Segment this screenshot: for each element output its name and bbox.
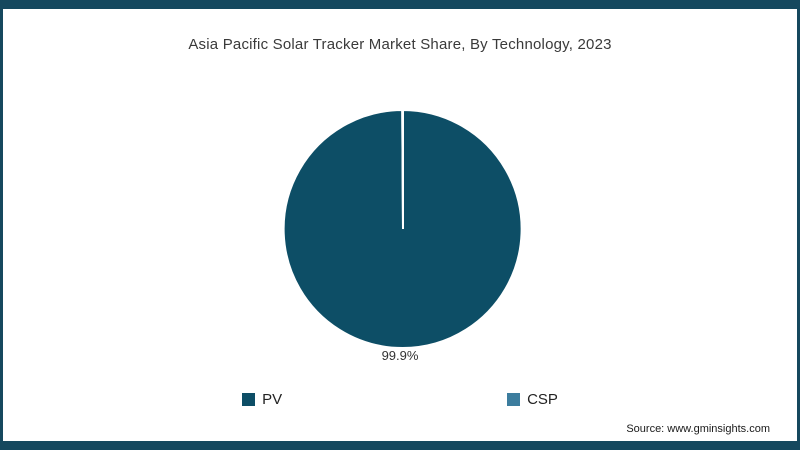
pie-chart <box>282 108 523 349</box>
legend-label-csp: CSP <box>527 391 558 408</box>
legend: PV CSP <box>3 391 797 408</box>
legend-item-pv: PV <box>242 391 282 408</box>
pie-data-label: 99.9% <box>381 348 419 363</box>
legend-item-csp: CSP <box>507 391 558 408</box>
legend-swatch-pv <box>242 393 256 406</box>
chart-title: Asia Pacific Solar Tracker Market Share,… <box>188 36 612 53</box>
legend-swatch-csp <box>507 393 521 406</box>
source-attribution: Source: www.gminsights.com <box>626 423 770 435</box>
legend-label-pv: PV <box>262 391 283 408</box>
